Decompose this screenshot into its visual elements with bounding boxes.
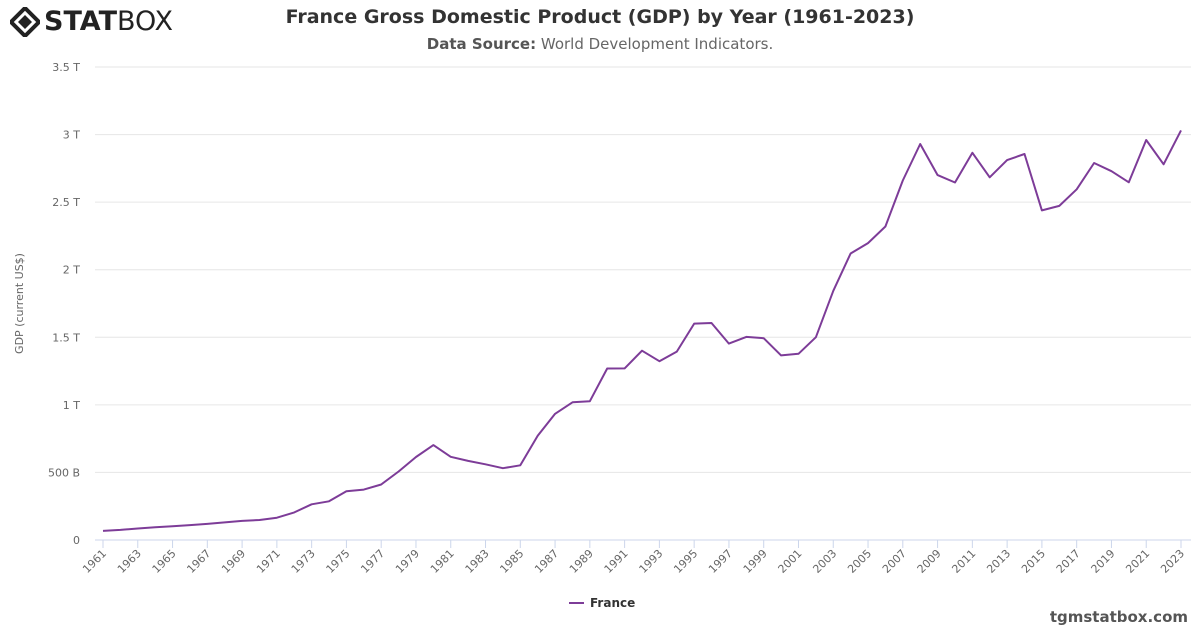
chart-title: France Gross Domestic Product (GDP) by Y…: [285, 6, 915, 28]
x-tick-label: 2011: [949, 547, 978, 576]
x-tick-label: 2013: [984, 547, 1013, 576]
x-tick-label: 2019: [1089, 547, 1118, 576]
x-tick-label: 2015: [1019, 547, 1048, 576]
legend-label: France: [590, 596, 635, 610]
x-tick-label: 1975: [324, 547, 353, 576]
x-tick-label: 1961: [80, 547, 109, 576]
x-tick-label: 1991: [602, 547, 631, 576]
x-tick-label: 2021: [1123, 547, 1152, 576]
y-tick-label: 2 T: [63, 264, 80, 277]
x-tick-label: 1971: [254, 547, 283, 576]
x-tick-label: 1985: [497, 547, 526, 576]
series-line-france: [102, 129, 1182, 532]
chart-subtitle: Data Source: World Development Indicator…: [426, 35, 774, 53]
x-tick-label: 1977: [358, 547, 387, 576]
y-tick-label: 3 T: [63, 129, 80, 142]
x-tick-label: 1979: [393, 547, 422, 576]
logo-text: STATBOX: [44, 6, 174, 37]
x-tick-label: 1973: [289, 547, 318, 576]
y-tick-label: 0: [73, 534, 80, 547]
x-tick-label: 1993: [637, 547, 666, 576]
x-tick-label: 1965: [150, 547, 179, 576]
x-tick-label: 1999: [741, 547, 770, 576]
credit-text[interactable]: tgmstatbox.com: [1049, 608, 1188, 626]
diamond-logo-icon: [10, 6, 40, 37]
x-tick-label: 2023: [1158, 547, 1187, 576]
x-tick-label: 2007: [880, 547, 909, 576]
legend-item-france[interactable]: France: [569, 596, 635, 610]
x-tick-label: 1969: [219, 547, 248, 576]
statbox-logo: STATBOX: [10, 6, 173, 37]
y-tick-label: 3.5 T: [52, 61, 80, 74]
x-tick-label: 1967: [184, 547, 213, 576]
x-tick-label: 1987: [532, 547, 561, 576]
x-tick-label: 1995: [671, 547, 700, 576]
x-tick-label: 2005: [845, 547, 874, 576]
y-tick-label: 1 T: [63, 399, 80, 412]
x-tick-label: 2017: [1054, 547, 1083, 576]
y-tick-label: 1.5 T: [52, 331, 80, 344]
y-axis-label: GDP (current US$): [13, 253, 26, 354]
x-tick-label: 2003: [810, 547, 839, 576]
x-tick-label: 1981: [428, 547, 457, 576]
x-tick-label: 1983: [463, 547, 492, 576]
x-tick-label: 1997: [706, 547, 735, 576]
x-tick-label: 1963: [115, 547, 144, 576]
y-tick-label: 500 B: [48, 466, 80, 479]
x-tick-label: 2001: [776, 547, 805, 576]
x-tick-label: 2009: [915, 547, 944, 576]
x-tick-label: 1989: [567, 547, 596, 576]
y-tick-label: 2.5 T: [52, 196, 80, 209]
